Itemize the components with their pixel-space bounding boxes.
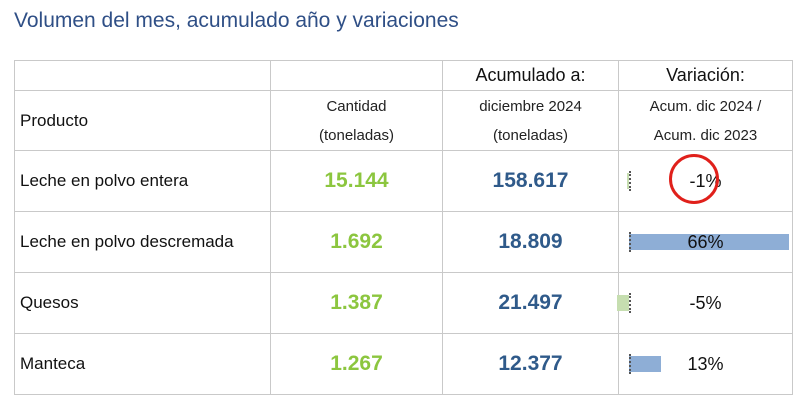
cantidad-value: 15.144 <box>270 150 443 212</box>
variacion-axis <box>629 171 631 191</box>
variacion-cell: 13% <box>618 333 793 395</box>
variacion-cell: -5% <box>616 272 793 334</box>
header-cantidad-label: Cantidad <box>326 97 387 115</box>
variacion-bar <box>629 234 789 250</box>
volume-table: Acumulado a: Variación: Producto Cantida… <box>14 60 793 395</box>
header-acumulado: diciembre 2024 (toneladas) <box>442 90 619 151</box>
cantidad-value: 1.692 <box>270 211 443 273</box>
page-title: Volumen del mes, acumulado año y variaci… <box>14 9 459 32</box>
variacion-value: -5% <box>689 293 722 313</box>
variacion-value: 13% <box>687 354 724 374</box>
header-cantidad: Cantidad (toneladas) <box>270 90 443 151</box>
acumulado-value: 21.497 <box>442 272 619 334</box>
header-variacion-line2: Acum. dic 2024 / <box>649 97 762 115</box>
cantidad-value: 1.267 <box>270 333 443 395</box>
variacion-cell: -1% <box>618 150 793 212</box>
header-acumulado-title: Acumulado a: <box>442 60 619 91</box>
acumulado-value: 18.809 <box>442 211 619 273</box>
product-name: Leche en polvo entera <box>14 150 271 212</box>
variacion-axis <box>629 232 631 252</box>
table-row: Leche en polvo entera 15.144 158.617 -1% <box>14 150 793 212</box>
variacion-axis <box>629 354 631 374</box>
product-name: Leche en polvo descremada <box>14 211 271 273</box>
table-row: Quesos 1.387 21.497 -5% <box>14 272 793 334</box>
acumulado-value: 12.377 <box>442 333 619 395</box>
header-empty-cell <box>270 60 443 91</box>
variacion-bar <box>629 356 661 372</box>
acumulado-value: 158.617 <box>442 150 619 212</box>
cantidad-value: 1.387 <box>270 272 443 334</box>
variacion-value: 66% <box>687 232 724 252</box>
variacion-axis <box>629 293 631 313</box>
product-name: Quesos <box>14 272 271 334</box>
variacion-bar <box>616 295 629 311</box>
header-empty-cell <box>14 60 271 91</box>
header-variacion-line3: Acum. dic 2023 <box>653 126 758 144</box>
header-acumulado-period: diciembre 2024 <box>479 97 582 115</box>
header-cantidad-unit: (toneladas) <box>318 126 395 144</box>
header-variacion-title: Variación: <box>618 60 793 91</box>
product-name: Manteca <box>14 333 271 395</box>
header-variacion: Acum. dic 2024 / Acum. dic 2023 <box>618 90 793 151</box>
table-row: Leche en polvo descremada 1.692 18.809 66% <box>14 211 793 273</box>
header-acumulado-unit: (toneladas) <box>492 126 569 144</box>
variacion-bar <box>626 173 629 189</box>
variacion-cell: 66% <box>618 211 793 273</box>
table-row: Manteca 1.267 12.377 13% <box>14 333 793 395</box>
header-producto: Producto <box>14 90 271 151</box>
highlight-circle <box>669 154 719 204</box>
